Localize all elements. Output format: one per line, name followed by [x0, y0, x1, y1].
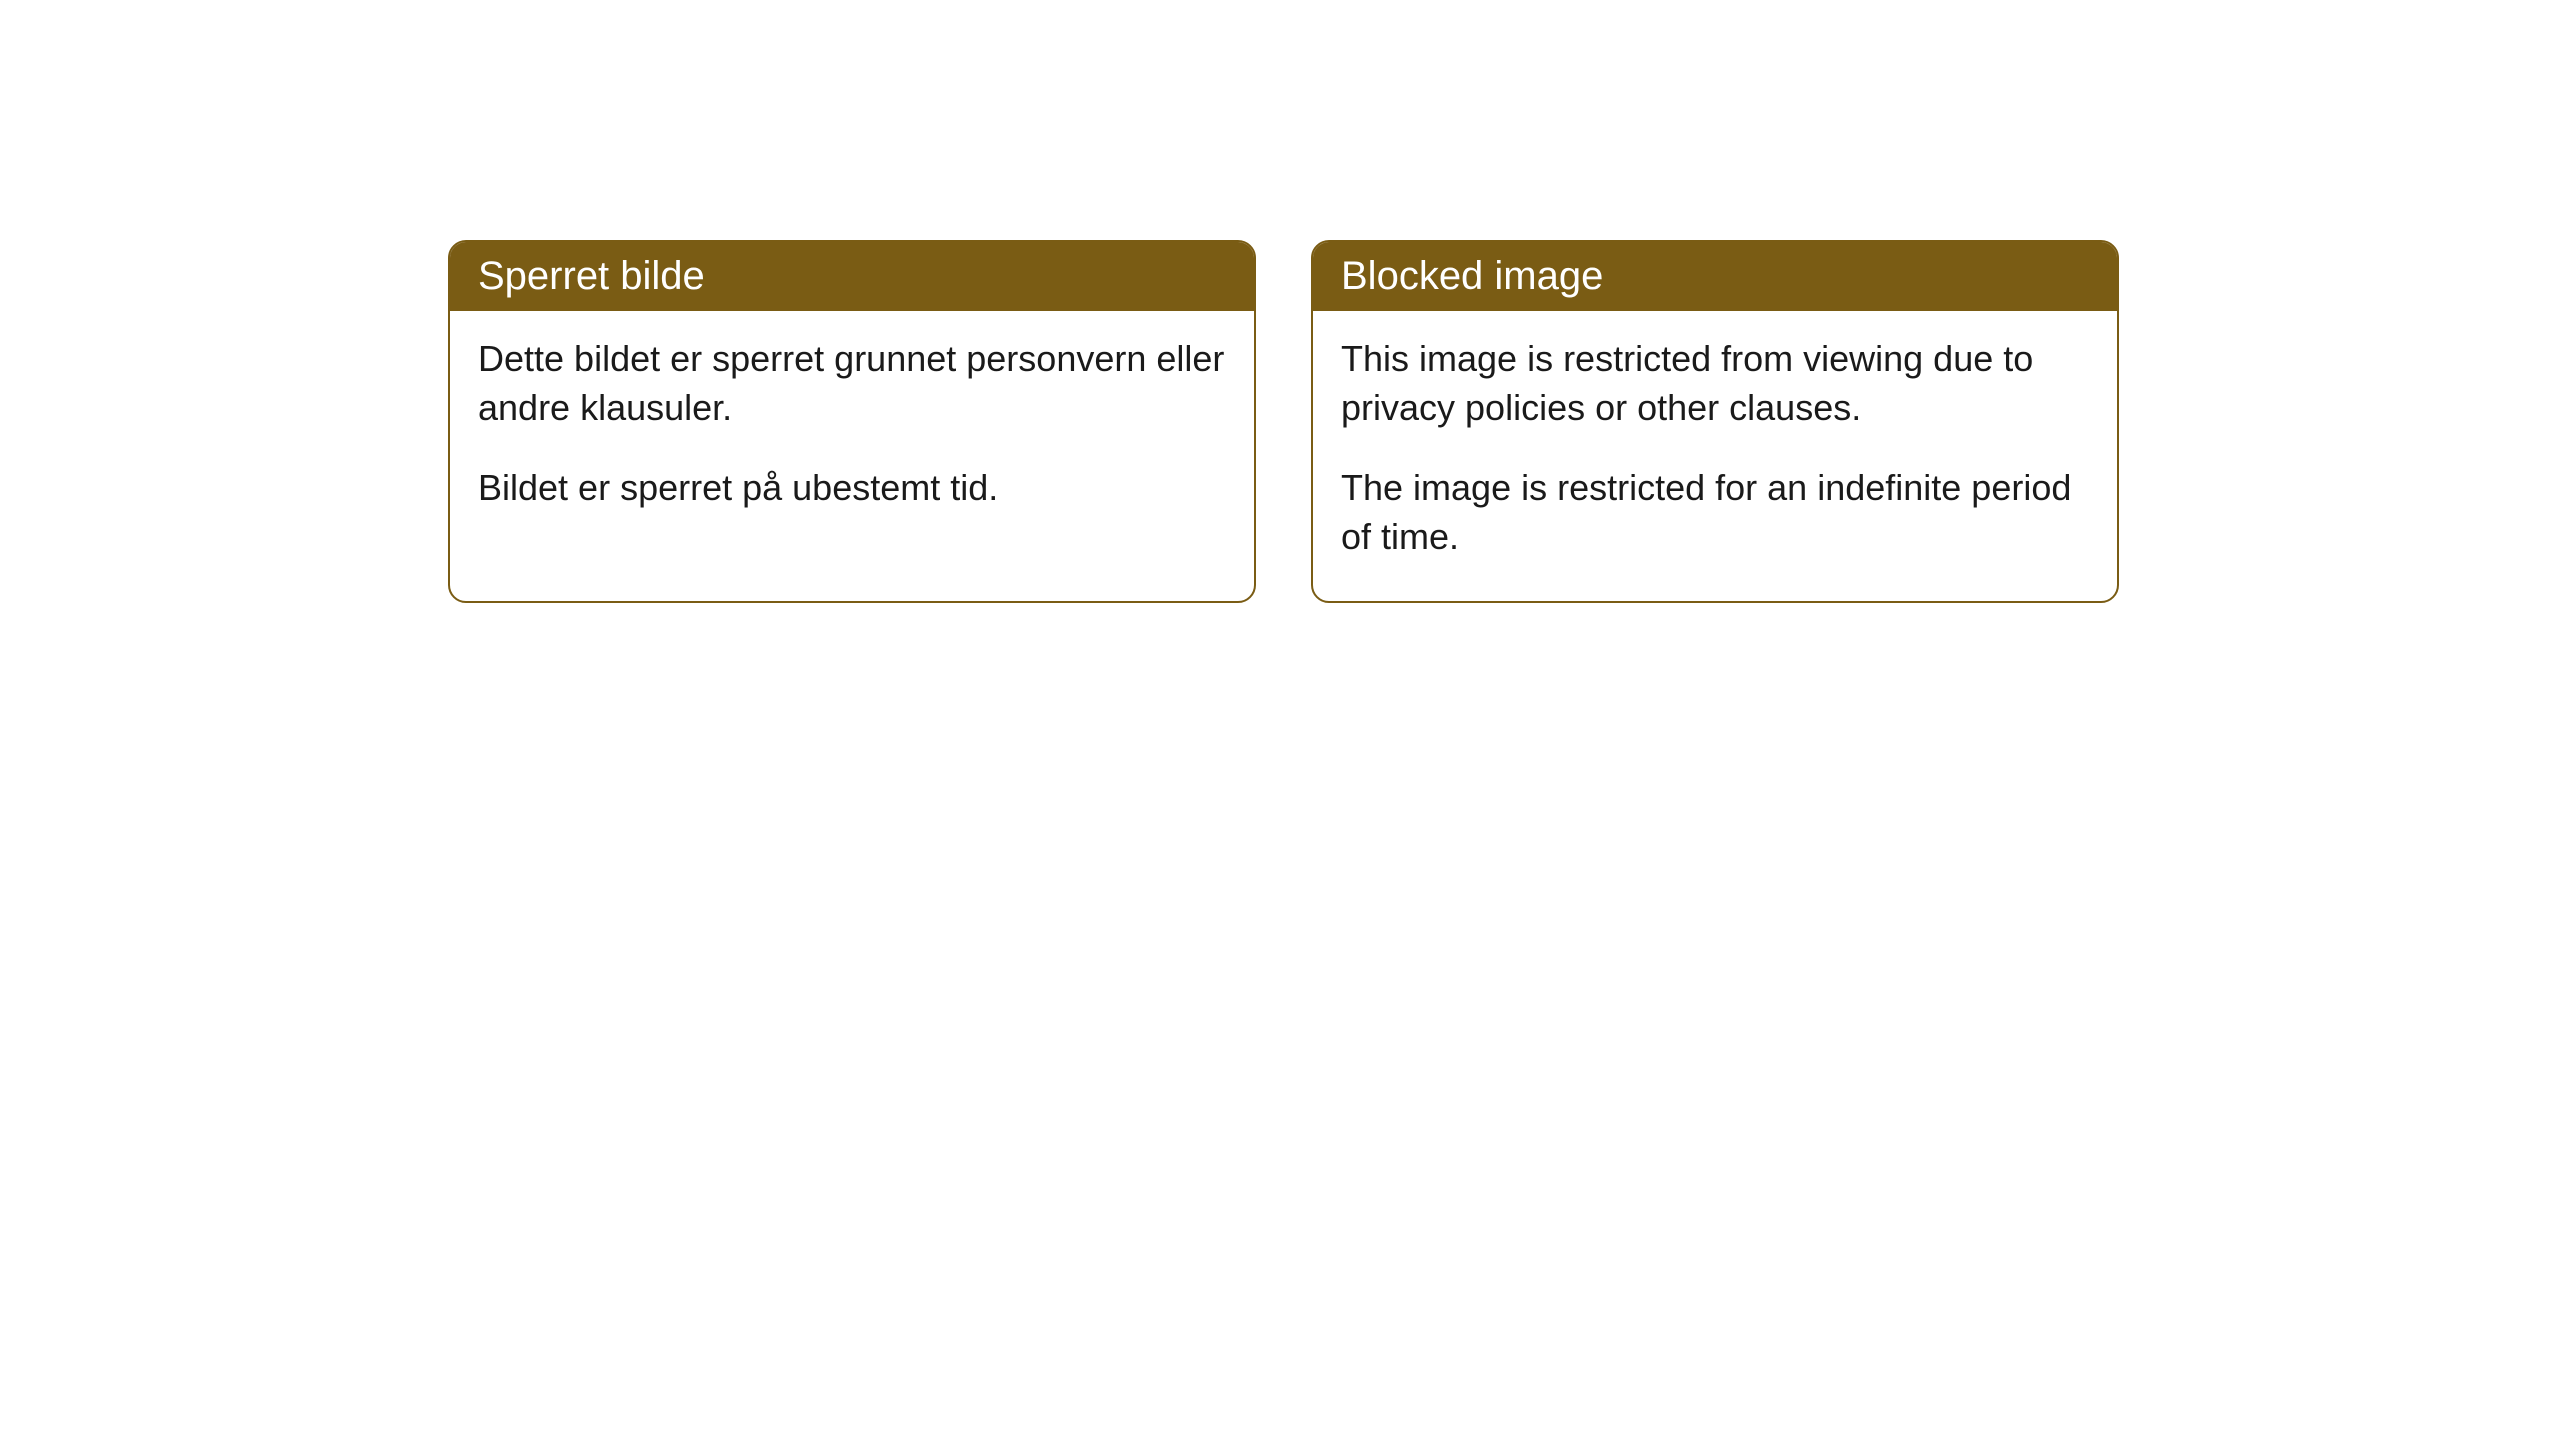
notice-container: Sperret bilde Dette bildet er sperret gr… [0, 0, 2560, 603]
card-paragraph: This image is restricted from viewing du… [1341, 335, 2089, 432]
card-paragraph: The image is restricted for an indefinit… [1341, 464, 2089, 561]
card-header-english: Blocked image [1313, 242, 2117, 311]
card-paragraph: Bildet er sperret på ubestemt tid. [478, 464, 1226, 513]
card-body-norwegian: Dette bildet er sperret grunnet personve… [450, 311, 1254, 553]
card-header-norwegian: Sperret bilde [450, 242, 1254, 311]
card-paragraph: Dette bildet er sperret grunnet personve… [478, 335, 1226, 432]
notice-card-norwegian: Sperret bilde Dette bildet er sperret gr… [448, 240, 1256, 603]
notice-card-english: Blocked image This image is restricted f… [1311, 240, 2119, 603]
card-body-english: This image is restricted from viewing du… [1313, 311, 2117, 601]
